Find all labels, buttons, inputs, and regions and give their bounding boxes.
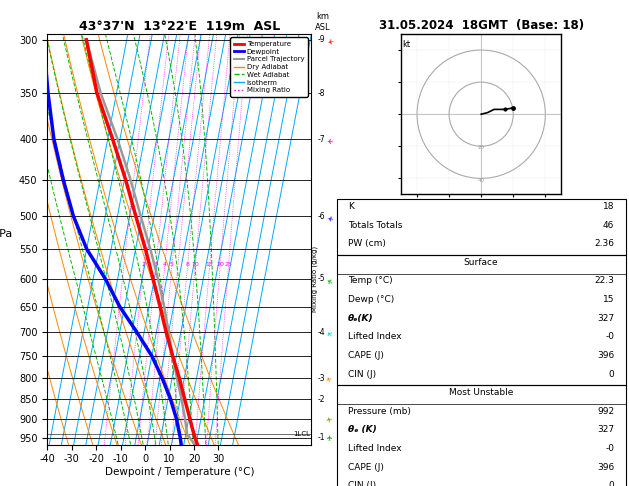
Text: 46: 46 — [603, 221, 615, 230]
Text: -0: -0 — [605, 444, 615, 453]
Text: 1LCL: 1LCL — [294, 431, 311, 437]
Bar — [337, 385, 626, 486]
Text: 5: 5 — [170, 262, 174, 267]
Text: -7: -7 — [318, 135, 326, 143]
Text: -9: -9 — [318, 35, 326, 44]
Text: 15: 15 — [603, 295, 615, 304]
Text: 4: 4 — [163, 262, 167, 267]
Text: 0: 0 — [608, 481, 615, 486]
Text: 327: 327 — [597, 425, 615, 434]
Text: ✈: ✈ — [326, 212, 333, 220]
Text: 31.05.2024  18GMT  (Base: 18): 31.05.2024 18GMT (Base: 18) — [379, 18, 584, 32]
Text: -1: -1 — [318, 433, 325, 442]
Text: PW (cm): PW (cm) — [348, 239, 386, 248]
Text: K: K — [348, 202, 354, 211]
Text: 3: 3 — [153, 262, 158, 267]
Text: θₑ(K): θₑ(K) — [348, 313, 374, 323]
Text: 327: 327 — [597, 313, 615, 323]
Text: -6: -6 — [318, 211, 326, 221]
Text: CIN (J): CIN (J) — [348, 481, 376, 486]
Text: 2: 2 — [142, 262, 145, 267]
Text: -0: -0 — [605, 332, 615, 341]
Text: -5: -5 — [318, 275, 326, 283]
Text: ✈: ✈ — [327, 136, 333, 142]
Y-axis label: hPa: hPa — [0, 229, 13, 239]
Text: Lifted Index: Lifted Index — [348, 332, 402, 341]
Text: Most Unstable: Most Unstable — [449, 388, 513, 397]
Text: 18: 18 — [603, 202, 615, 211]
Text: 40: 40 — [477, 177, 485, 183]
Text: Surface: Surface — [464, 258, 499, 267]
Text: 2.36: 2.36 — [594, 239, 615, 248]
Text: CAPE (J): CAPE (J) — [348, 351, 384, 360]
Text: Mixing Ratio (g/kg): Mixing Ratio (g/kg) — [312, 246, 318, 312]
Text: km
ASL: km ASL — [314, 12, 330, 32]
Text: ✈: ✈ — [326, 374, 334, 382]
Text: Pressure (mb): Pressure (mb) — [348, 407, 411, 416]
X-axis label: Dewpoint / Temperature (°C): Dewpoint / Temperature (°C) — [104, 467, 254, 477]
Bar — [337, 255, 626, 385]
Text: 20: 20 — [477, 145, 485, 151]
Text: 396: 396 — [597, 463, 615, 471]
Text: Dewp (°C): Dewp (°C) — [348, 295, 394, 304]
Text: -3: -3 — [318, 374, 326, 382]
Text: ✈: ✈ — [326, 275, 334, 283]
Text: kt: kt — [403, 40, 411, 50]
Text: ✈: ✈ — [326, 36, 333, 43]
Text: ✈: ✈ — [327, 434, 333, 440]
Text: 15: 15 — [206, 262, 213, 267]
Text: 0: 0 — [608, 369, 615, 379]
Text: 992: 992 — [597, 407, 615, 416]
Text: 396: 396 — [597, 351, 615, 360]
Text: -4: -4 — [318, 328, 326, 337]
Text: 22.3: 22.3 — [594, 277, 615, 285]
Text: CIN (J): CIN (J) — [348, 369, 376, 379]
Text: Temp (°C): Temp (°C) — [348, 277, 392, 285]
Text: 25: 25 — [225, 262, 232, 267]
Text: ✈: ✈ — [326, 328, 334, 336]
Text: θₑ (K): θₑ (K) — [348, 425, 377, 434]
Text: Totals Totals: Totals Totals — [348, 221, 403, 230]
Title: 43°37'N  13°22'E  119m  ASL: 43°37'N 13°22'E 119m ASL — [79, 20, 280, 33]
Text: 20: 20 — [216, 262, 224, 267]
Bar — [337, 199, 626, 255]
Text: CAPE (J): CAPE (J) — [348, 463, 384, 471]
Text: Lifted Index: Lifted Index — [348, 444, 402, 453]
Text: 8: 8 — [186, 262, 189, 267]
Text: -8: -8 — [318, 88, 325, 98]
Text: ✈: ✈ — [326, 416, 333, 422]
Legend: Temperature, Dewpoint, Parcel Trajectory, Dry Adiabat, Wet Adiabat, Isotherm, Mi: Temperature, Dewpoint, Parcel Trajectory… — [230, 37, 308, 97]
Text: -2: -2 — [318, 395, 325, 404]
Text: 10: 10 — [191, 262, 199, 267]
